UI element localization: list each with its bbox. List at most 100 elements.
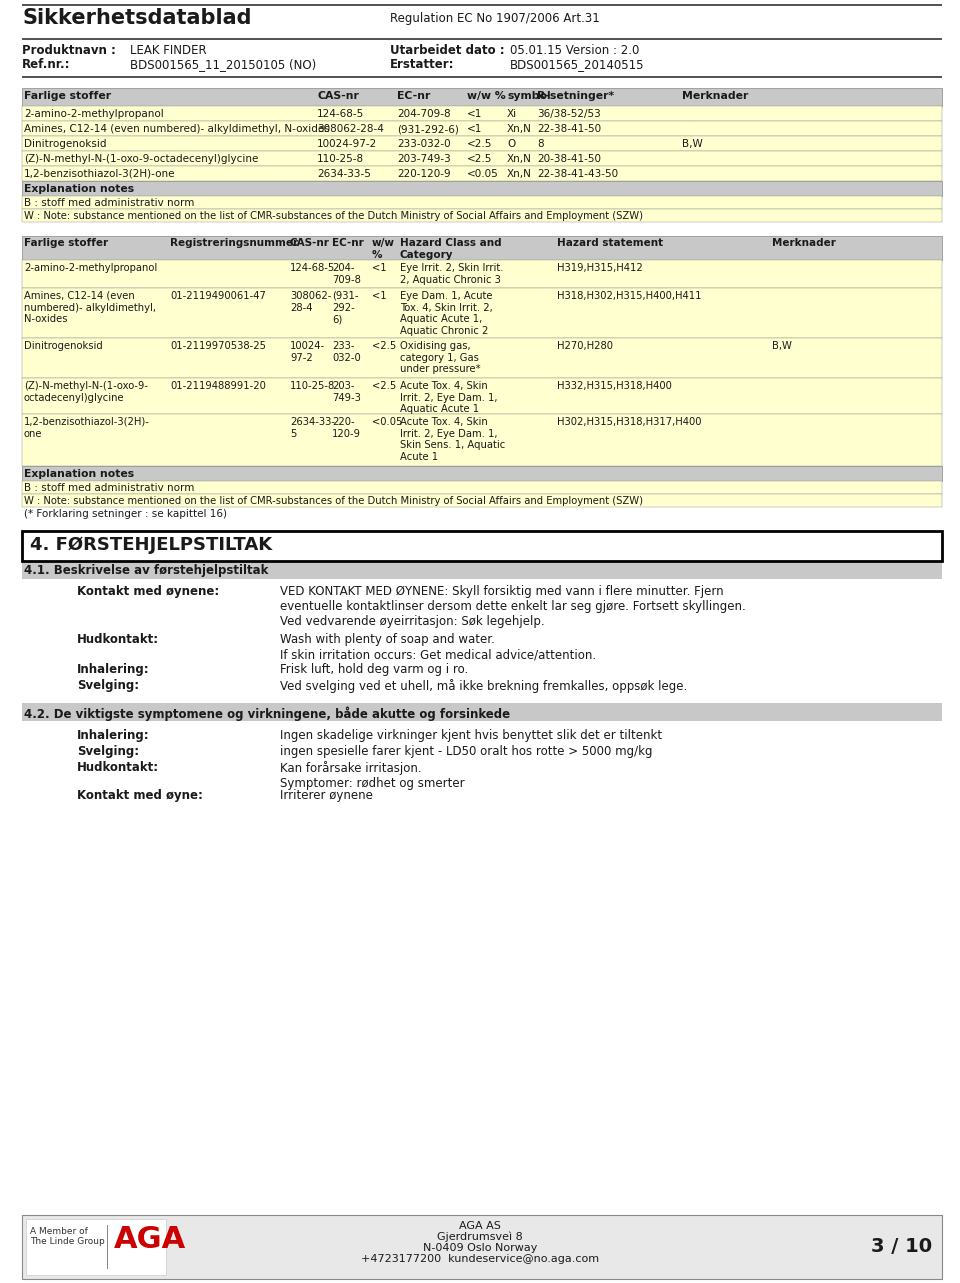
Text: W : Note: substance mentioned on the list of CMR-substances of the Dutch Ministr: W : Note: substance mentioned on the lis… xyxy=(24,210,643,221)
Bar xyxy=(26,1219,166,1275)
Text: AGA AS: AGA AS xyxy=(459,1221,501,1230)
Text: Explanation notes: Explanation notes xyxy=(24,470,134,479)
Text: Utarbeidet dato :: Utarbeidet dato : xyxy=(390,44,505,56)
Text: Merknader: Merknader xyxy=(772,239,836,248)
Text: AGA: AGA xyxy=(114,1225,186,1253)
Text: 10024-97-2: 10024-97-2 xyxy=(317,139,377,149)
Text: Kontakt med øyne:: Kontakt med øyne: xyxy=(77,789,203,802)
Text: 1,2-benzisothiazol-3(2H)-
one: 1,2-benzisothiazol-3(2H)- one xyxy=(24,417,150,439)
Text: Dinitrogenoksid: Dinitrogenoksid xyxy=(24,341,103,352)
Text: VED KONTAKT MED ØYNENE: Skyll forsiktig med vann i flere minutter. Fjern
eventue: VED KONTAKT MED ØYNENE: Skyll forsiktig … xyxy=(280,585,746,627)
Text: Hazard statement: Hazard statement xyxy=(557,239,663,248)
Text: H319,H315,H412: H319,H315,H412 xyxy=(557,263,643,273)
Bar xyxy=(22,181,942,196)
Text: 203-749-3: 203-749-3 xyxy=(397,154,451,164)
Bar xyxy=(22,494,942,507)
Text: 4.2. De viktigste symptomene og virkningene, både akutte og forsinkede: 4.2. De viktigste symptomene og virkning… xyxy=(24,706,510,721)
Text: EC-nr: EC-nr xyxy=(397,91,430,101)
Text: Hudkontakt:: Hudkontakt: xyxy=(77,761,159,774)
Text: 2-amino-2-methylpropanol: 2-amino-2-methylpropanol xyxy=(24,109,164,119)
Text: 3 / 10: 3 / 10 xyxy=(871,1238,932,1256)
Bar xyxy=(22,106,942,121)
Text: ingen spesielle farer kjent - LD50 oralt hos rotte > 5000 mg/kg: ingen spesielle farer kjent - LD50 oralt… xyxy=(280,745,653,758)
Text: 124-68-5: 124-68-5 xyxy=(290,263,335,273)
Bar xyxy=(22,414,942,466)
Text: Erstatter:: Erstatter: xyxy=(390,58,454,71)
Bar xyxy=(22,236,942,260)
Text: BDS001565_11_20150105 (NO): BDS001565_11_20150105 (NO) xyxy=(130,58,316,71)
Text: B,W: B,W xyxy=(772,341,792,352)
Text: A Member of: A Member of xyxy=(30,1227,88,1236)
Text: 05.01.15 Version : 2.0: 05.01.15 Version : 2.0 xyxy=(510,44,639,56)
Text: Produktnavn :: Produktnavn : xyxy=(22,44,116,56)
Text: Eye Dam. 1, Acute
Tox. 4, Skin Irrit. 2,
Aquatic Acute 1,
Aquatic Chronic 2: Eye Dam. 1, Acute Tox. 4, Skin Irrit. 2,… xyxy=(400,291,492,336)
Text: Xn,N: Xn,N xyxy=(507,154,532,164)
Text: 8: 8 xyxy=(537,139,543,149)
Text: 1,2-benzisothiazol-3(2H)-one: 1,2-benzisothiazol-3(2H)-one xyxy=(24,169,176,180)
Text: O: O xyxy=(507,139,516,149)
Text: 308062-28-4: 308062-28-4 xyxy=(317,124,384,133)
Bar xyxy=(22,151,942,166)
Bar xyxy=(22,38,942,40)
Text: (931-292-6): (931-292-6) xyxy=(397,124,459,133)
Text: Xn,N: Xn,N xyxy=(507,124,532,133)
Text: Svelging:: Svelging: xyxy=(77,745,139,758)
Text: LEAK FINDER: LEAK FINDER xyxy=(130,44,206,56)
Text: w/w %: w/w % xyxy=(467,91,506,101)
Text: 110-25-8: 110-25-8 xyxy=(290,381,335,391)
Text: CAS-nr: CAS-nr xyxy=(317,91,359,101)
Bar xyxy=(22,166,942,181)
Text: B : stoff med administrativ norm: B : stoff med administrativ norm xyxy=(24,198,194,208)
Text: Gjerdrumsveì 8: Gjerdrumsveì 8 xyxy=(437,1232,523,1242)
Text: <2.5: <2.5 xyxy=(372,341,396,352)
Text: Acute Tox. 4, Skin
Irrit. 2, Eye Dam. 1,
Aquatic Acute 1: Acute Tox. 4, Skin Irrit. 2, Eye Dam. 1,… xyxy=(400,381,497,414)
Text: Farlige stoffer: Farlige stoffer xyxy=(24,239,108,248)
Bar xyxy=(22,260,942,287)
Bar xyxy=(22,209,942,222)
Text: <1: <1 xyxy=(372,291,387,302)
Bar xyxy=(22,287,942,337)
Text: Oxidising gas,
category 1, Gas
under pressure*: Oxidising gas, category 1, Gas under pre… xyxy=(400,341,481,375)
Text: BDS001565_20140515: BDS001565_20140515 xyxy=(510,58,644,71)
Text: Frisk luft, hold deg varm og i ro.: Frisk luft, hold deg varm og i ro. xyxy=(280,663,468,676)
Text: Sikkerhetsdatablad: Sikkerhetsdatablad xyxy=(22,8,252,28)
Text: Eye Irrit. 2, Skin Irrit.
2, Aquatic Chronic 3: Eye Irrit. 2, Skin Irrit. 2, Aquatic Chr… xyxy=(400,263,503,285)
Text: <1: <1 xyxy=(467,124,482,133)
Text: 10024-
97-2: 10024- 97-2 xyxy=(290,341,325,363)
Text: Dinitrogenoksid: Dinitrogenoksid xyxy=(24,139,107,149)
Text: 22-38-41-43-50: 22-38-41-43-50 xyxy=(537,169,618,180)
Text: Registreringsnummer: Registreringsnummer xyxy=(170,239,299,248)
Text: H318,H302,H315,H400,H411: H318,H302,H315,H400,H411 xyxy=(557,291,702,302)
Bar xyxy=(22,561,942,579)
Text: Hazard Class and
Category: Hazard Class and Category xyxy=(400,239,502,259)
Text: 233-
032-0: 233- 032-0 xyxy=(332,341,361,363)
Text: (931-
292-
6): (931- 292- 6) xyxy=(332,291,358,325)
Bar xyxy=(22,121,942,136)
Text: 204-
709-8: 204- 709-8 xyxy=(332,263,361,285)
Text: H270,H280: H270,H280 xyxy=(557,341,613,352)
Text: 22-38-41-50: 22-38-41-50 xyxy=(537,124,601,133)
Text: (Z)-N-methyl-N-(1-oxo-9-
octadecenyl)glycine: (Z)-N-methyl-N-(1-oxo-9- octadecenyl)gly… xyxy=(24,381,148,403)
Text: 4.1. Beskrivelse av førstehjelpstiltak: 4.1. Beskrivelse av førstehjelpstiltak xyxy=(24,565,269,577)
Text: symbol: symbol xyxy=(507,91,551,101)
Text: 2-amino-2-methylpropanol: 2-amino-2-methylpropanol xyxy=(24,263,157,273)
Text: Ingen skadelige virkninger kjent hvis benyttet slik det er tiltenkt: Ingen skadelige virkninger kjent hvis be… xyxy=(280,729,662,742)
Text: Inhalering:: Inhalering: xyxy=(77,663,150,676)
Bar xyxy=(22,136,942,151)
Bar xyxy=(22,466,942,481)
Text: Svelging:: Svelging: xyxy=(77,679,139,692)
Text: Explanation notes: Explanation notes xyxy=(24,183,134,194)
Text: 01-2119490061-47: 01-2119490061-47 xyxy=(170,291,266,302)
Text: Ved svelging ved et uhell, må ikke brekning fremkalles, oppsøk lege.: Ved svelging ved et uhell, må ikke brekn… xyxy=(280,679,687,693)
Text: 01-2119970538-25: 01-2119970538-25 xyxy=(170,341,266,352)
Bar xyxy=(22,4,942,6)
Text: 20-38-41-50: 20-38-41-50 xyxy=(537,154,601,164)
Bar xyxy=(22,76,942,77)
Text: 203-
749-3: 203- 749-3 xyxy=(332,381,361,403)
Text: <2.5: <2.5 xyxy=(467,139,492,149)
Text: H302,H315,H318,H317,H400: H302,H315,H318,H317,H400 xyxy=(557,417,702,427)
Text: Hudkontakt:: Hudkontakt: xyxy=(77,633,159,647)
Text: Acute Tox. 4, Skin
Irrit. 2, Eye Dam. 1,
Skin Sens. 1, Aquatic
Acute 1: Acute Tox. 4, Skin Irrit. 2, Eye Dam. 1,… xyxy=(400,417,505,462)
Text: (* Forklaring setninger : se kapittel 16): (* Forklaring setninger : se kapittel 16… xyxy=(24,509,227,520)
Text: The Linde Group: The Linde Group xyxy=(30,1237,105,1246)
